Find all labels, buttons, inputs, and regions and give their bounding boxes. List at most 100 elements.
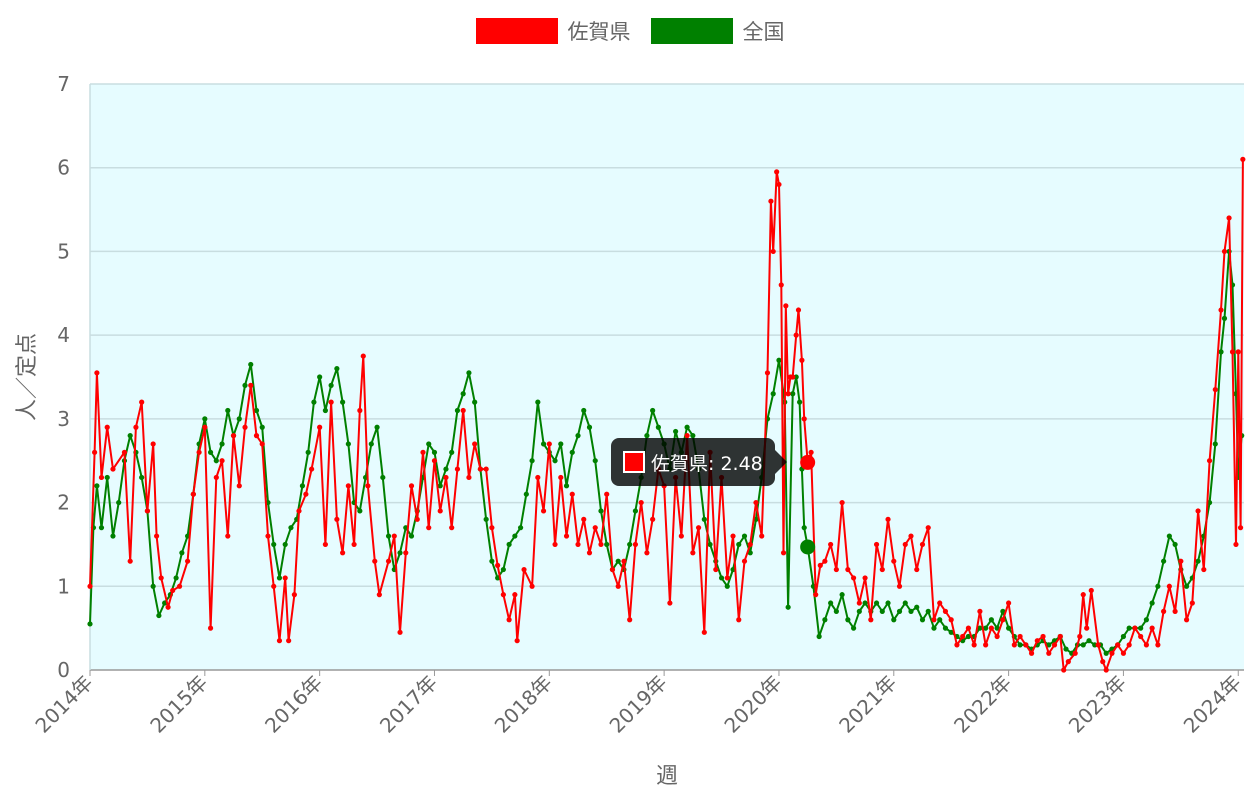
data-point-national[interactable] xyxy=(151,584,156,589)
data-point-saga[interactable] xyxy=(702,630,707,635)
data-point-saga[interactable] xyxy=(159,575,164,580)
data-point-saga[interactable] xyxy=(317,425,322,430)
data-point-national[interactable] xyxy=(943,626,948,631)
data-point-saga[interactable] xyxy=(891,559,896,564)
data-point-saga[interactable] xyxy=(937,600,942,605)
data-point-saga[interactable] xyxy=(357,408,362,413)
data-point-national[interactable] xyxy=(128,433,133,438)
data-point-saga[interactable] xyxy=(753,500,758,505)
data-point-national[interactable] xyxy=(1161,559,1166,564)
data-point-national[interactable] xyxy=(1218,349,1223,354)
data-point-national[interactable] xyxy=(1006,626,1011,631)
data-point-saga[interactable] xyxy=(361,353,366,358)
data-point-national[interactable] xyxy=(334,366,339,371)
data-point-saga[interactable] xyxy=(644,550,649,555)
data-point-saga[interactable] xyxy=(1236,349,1241,354)
data-point-saga[interactable] xyxy=(802,416,807,421)
data-point-national[interactable] xyxy=(311,400,316,405)
data-point-saga[interactable] xyxy=(466,475,471,480)
data-point-saga[interactable] xyxy=(1150,626,1155,631)
data-point-saga[interactable] xyxy=(1213,387,1218,392)
data-point-national[interactable] xyxy=(937,617,942,622)
data-point-saga[interactable] xyxy=(742,559,747,564)
data-point-national[interactable] xyxy=(598,508,603,513)
data-point-saga[interactable] xyxy=(776,182,781,187)
data-point-national[interactable] xyxy=(656,425,661,430)
data-point-saga[interactable] xyxy=(995,634,1000,639)
data-point-saga[interactable] xyxy=(926,525,931,530)
data-point-saga[interactable] xyxy=(983,642,988,647)
data-point-saga[interactable] xyxy=(779,282,784,287)
data-point-saga[interactable] xyxy=(1029,651,1034,656)
data-point-saga[interactable] xyxy=(1089,588,1094,593)
data-point-saga[interactable] xyxy=(868,617,873,622)
data-point-saga[interactable] xyxy=(420,450,425,455)
data-point-national[interactable] xyxy=(742,533,747,538)
data-point-saga[interactable] xyxy=(650,517,655,522)
data-point-saga[interactable] xyxy=(558,475,563,480)
data-point-national[interactable] xyxy=(822,617,827,622)
data-point-national[interactable] xyxy=(156,613,161,618)
data-point-saga[interactable] xyxy=(1144,642,1149,647)
data-point-national[interactable] xyxy=(518,525,523,530)
data-point-saga[interactable] xyxy=(365,483,370,488)
data-point-saga[interactable] xyxy=(105,425,110,430)
data-point-national[interactable] xyxy=(802,525,807,530)
data-point-national[interactable] xyxy=(1213,441,1218,446)
data-point-saga[interactable] xyxy=(461,408,466,413)
data-point-saga[interactable] xyxy=(759,533,764,538)
data-point-national[interactable] xyxy=(725,584,730,589)
data-point-national[interactable] xyxy=(797,400,802,405)
data-point-saga[interactable] xyxy=(616,584,621,589)
data-point-saga[interactable] xyxy=(501,592,506,597)
data-point-saga[interactable] xyxy=(1100,659,1105,664)
data-point-saga[interactable] xyxy=(237,483,242,488)
data-point-saga[interactable] xyxy=(472,441,477,446)
highlight-point-saga[interactable] xyxy=(800,455,815,470)
data-point-saga[interactable] xyxy=(1138,634,1143,639)
data-point-saga[interactable] xyxy=(943,609,948,614)
data-point-saga[interactable] xyxy=(768,199,773,204)
data-point-national[interactable] xyxy=(1195,559,1200,564)
data-point-saga[interactable] xyxy=(403,550,408,555)
data-point-saga[interactable] xyxy=(292,592,297,597)
data-point-national[interactable] xyxy=(587,425,592,430)
data-point-national[interactable] xyxy=(817,634,822,639)
data-point-national[interactable] xyxy=(466,370,471,375)
data-point-national[interactable] xyxy=(237,416,242,421)
data-point-saga[interactable] xyxy=(309,466,314,471)
data-point-saga[interactable] xyxy=(392,533,397,538)
data-point-saga[interactable] xyxy=(966,626,971,631)
data-point-saga[interactable] xyxy=(122,450,127,455)
data-point-saga[interactable] xyxy=(92,450,97,455)
data-point-national[interactable] xyxy=(323,408,328,413)
data-point-saga[interactable] xyxy=(610,567,615,572)
data-point-national[interactable] xyxy=(570,450,575,455)
data-point-saga[interactable] xyxy=(570,492,575,497)
data-point-saga[interactable] xyxy=(386,559,391,564)
data-point-saga[interactable] xyxy=(914,567,919,572)
data-point-saga[interactable] xyxy=(535,475,540,480)
data-point-national[interactable] xyxy=(116,500,121,505)
data-point-saga[interactable] xyxy=(1201,567,1206,572)
data-point-saga[interactable] xyxy=(133,425,138,430)
data-point-saga[interactable] xyxy=(196,450,201,455)
data-point-saga[interactable] xyxy=(185,559,190,564)
data-point-national[interactable] xyxy=(552,458,557,463)
data-point-national[interactable] xyxy=(87,621,92,626)
data-point-national[interactable] xyxy=(558,441,563,446)
data-point-national[interactable] xyxy=(202,416,207,421)
data-point-saga[interactable] xyxy=(564,533,569,538)
data-point-saga[interactable] xyxy=(529,584,534,589)
data-point-national[interactable] xyxy=(484,517,489,522)
data-point-national[interactable] xyxy=(834,609,839,614)
data-point-national[interactable] xyxy=(914,605,919,610)
data-point-national[interactable] xyxy=(862,600,867,605)
data-point-saga[interactable] xyxy=(128,559,133,564)
data-point-saga[interactable] xyxy=(329,400,334,405)
data-point-national[interactable] xyxy=(1104,651,1109,656)
data-point-national[interactable] xyxy=(541,441,546,446)
data-point-saga[interactable] xyxy=(783,303,788,308)
data-point-saga[interactable] xyxy=(1046,651,1051,656)
data-point-national[interactable] xyxy=(707,542,712,547)
